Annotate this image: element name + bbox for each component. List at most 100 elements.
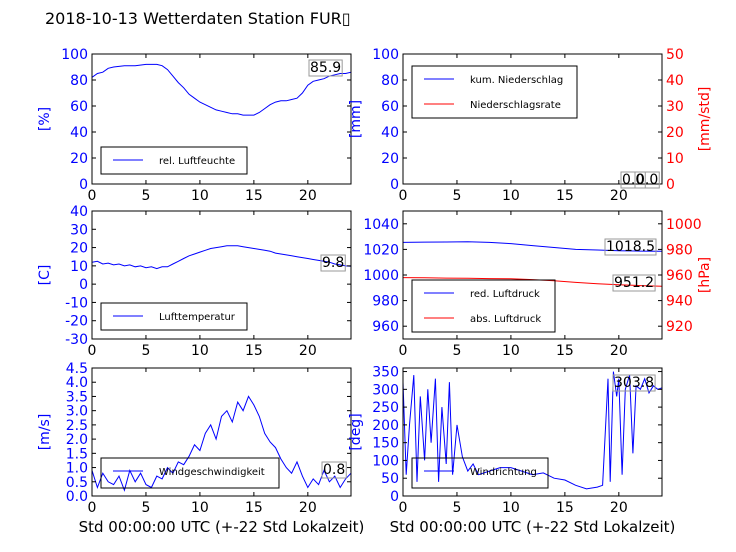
legend-label: red. Luftdruck [470,289,540,300]
plot-frame [91,210,352,340]
x-tick-label: 10 [191,188,209,204]
value-annotation: 9.8 [322,255,344,271]
x-tick-label: 15 [556,343,574,359]
legend-label: Lufttemperatur [159,312,236,323]
y-tick-label: 40 [381,125,399,141]
value-annotation: 303.8 [614,375,654,391]
y-axis-label: [C] [37,265,53,286]
y-tick-label-right: 980 [666,242,693,258]
y-tick-label: 60 [381,99,399,115]
y-tick-label-right: 940 [666,294,693,310]
y-tick-label: 100 [61,47,88,63]
value-annotation-2: 951.2 [614,275,654,291]
chart-panel-pressure: 0 5 10 15 20 960 980 1000 1020 1040 920 940 960 980 10… [363,210,713,359]
y-tick-label-right: 1000 [666,217,702,233]
x-axis-label: Std 00:00:00 UTC (+-22 Std Lokalzeit) [79,518,365,536]
chart-panel-temperature: 0 5 10 15 20 -30 -20 -10 0 10 20 30 40 [C] Lufttempera… [37,204,352,359]
legend-label: rel. Luftfeuchte [159,156,235,167]
x-tick-label: 20 [299,500,317,516]
series-line-1 [92,245,351,270]
legend-box [411,279,556,333]
y-tick-label: 1040 [363,217,399,233]
value-annotation-2-box [634,171,660,189]
legend-box [100,146,248,175]
x-tick-label: 10 [502,188,520,204]
y-tick-label: 0 [390,177,399,193]
legend-label: Windgeschwindigkeit [159,467,265,478]
value-annotation: 1018.5 [606,239,655,255]
y-axis-label: [mm] [348,100,364,138]
y-tick-label: -10 [65,295,88,311]
y-tick-label: 150 [372,436,399,452]
y-tick-label: 980 [372,294,399,310]
y-tick-label: 1000 [363,268,399,284]
y-axis-label: [deg] [348,413,364,450]
value-annotation-box [620,171,646,189]
y-tick-label-right: 0 [666,177,675,193]
y-tick-label: 3.5 [66,389,88,405]
legend-box [100,302,248,331]
value-annotation-box [321,461,347,479]
value-annotation-box [308,59,343,77]
y-tick-label: 20 [70,151,88,167]
x-tick-label: 20 [299,343,317,359]
value-annotation-2-box [612,274,656,292]
y-tick-label: 250 [372,400,399,416]
x-tick-label: 5 [141,343,150,359]
x-axis-label: Std 00:00:00 UTC (+-22 Std Lokalzeit) [390,518,676,536]
x-tick-label: 15 [556,500,574,516]
y-tick-label: 0.0 [66,489,88,505]
y-tick-label-right: 50 [666,47,684,63]
y-tick-label: 200 [372,418,399,434]
plot-frame [91,53,352,185]
plot-frame [402,53,663,185]
x-tick-label: 0 [399,188,408,204]
series-line-1 [403,371,662,490]
series-line-1 [403,241,662,252]
value-annotation-box [604,238,657,256]
y-axis-label: [%] [37,107,53,131]
chart-panel-precipitation: 0 5 10 15 20 0 20 40 60 80 100 0 10 20 30 40 50 [mm] [mm/s… [348,47,713,204]
y-tick-label: 0 [79,177,88,193]
value-annotation: 85.9 [310,60,341,76]
x-tick-label: 15 [245,343,263,359]
y-tick-label: 0 [79,277,88,293]
y-tick-label: 2.5 [66,418,88,434]
value-annotation: 0.0 [622,172,644,188]
x-tick-label: 0 [88,343,97,359]
y-tick-label: 80 [70,73,88,89]
x-tick-label: 5 [452,500,461,516]
y-tick-label: 350 [372,365,399,381]
y-tick-label: 2.0 [66,432,88,448]
y-axis-label-right: [hPa] [697,257,713,293]
y-tick-label: 960 [372,319,399,335]
legend-box [100,457,280,489]
chart-panel-humidity: 0 5 10 15 20 0 20 40 60 80 100 [%] rel. Luftfeuchte 8… [37,47,352,204]
legend-label: Windrichtung [470,467,537,478]
y-tick-label: 0 [390,489,399,505]
y-tick-label: 50 [381,471,399,487]
legend-box [411,65,578,119]
x-tick-label: 10 [191,343,209,359]
x-tick-label: 0 [399,500,408,516]
y-tick-label-right: 920 [666,319,693,335]
value-annotation-box [320,254,346,272]
y-axis-label-right: [mm/std] [697,87,713,152]
x-tick-label: 10 [191,500,209,516]
page-title: 2018-10-13 Wetterdaten Station FUR▯ [45,9,351,28]
x-tick-label: 5 [452,343,461,359]
series-line-1 [92,63,351,116]
x-tick-label: 20 [610,343,628,359]
y-tick-label-right: 20 [666,125,684,141]
legend-box [411,457,549,489]
y-tick-label-right: 10 [666,151,684,167]
x-tick-label: 0 [88,500,97,516]
y-tick-label-right: 960 [666,268,693,284]
y-tick-label: 4.5 [66,361,88,377]
y-tick-label: 20 [70,241,88,257]
y-tick-label: 20 [381,151,399,167]
legend-label: abs. Luftdruck [470,314,541,325]
y-axis-label: [m/s] [37,414,53,451]
x-tick-label: 20 [610,500,628,516]
